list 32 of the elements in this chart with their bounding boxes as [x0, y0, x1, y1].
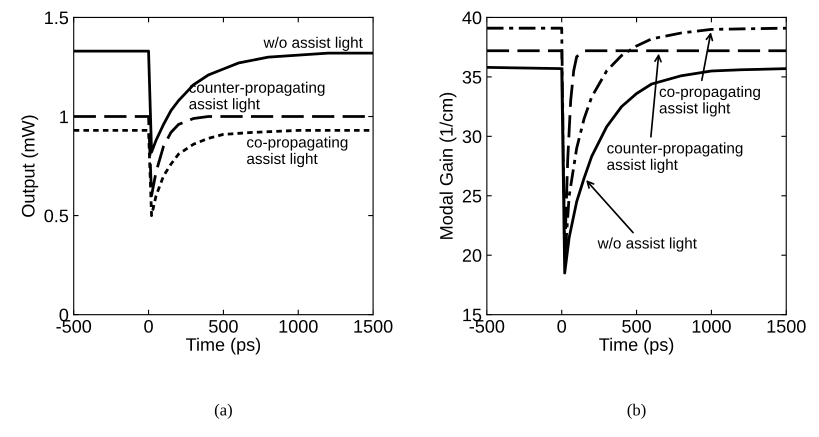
y-axis-title: Modal Gain (1/cm)	[440, 92, 456, 239]
annotation: co-propagating assist light	[660, 86, 760, 117]
annotation: counter-propagating assist light	[607, 142, 742, 173]
annotation: counter-propagating assist light	[189, 82, 324, 112]
y-tick-label: 25	[462, 190, 482, 202]
x-tick-label: 500	[209, 320, 238, 333]
x-tick-label: 1000	[280, 320, 318, 333]
x-tick-label: 1000	[692, 320, 731, 333]
y-axis-title: Output (mW)	[21, 116, 38, 217]
text: (b)	[628, 404, 646, 419]
x-tick-label: 1500	[354, 320, 392, 333]
x-axis-title: Time (ps)	[599, 338, 674, 355]
y-tick-label: 1	[60, 110, 68, 124]
y-tick-label: 0	[60, 308, 68, 322]
y-tick-label: 15	[463, 308, 482, 322]
x-tick-label: 500	[622, 320, 651, 333]
y-tick-label: 35	[462, 70, 482, 84]
x-tick-label: 0	[557, 320, 566, 333]
y-tick-label: 1.5	[45, 12, 68, 24]
x-axis-title: Time (ps)	[186, 338, 260, 355]
x-tick-label: -500	[56, 320, 92, 333]
annotation: w/o assist light	[598, 237, 697, 252]
y-tick-label: 30	[462, 130, 482, 144]
x-tick-label: -500	[470, 320, 504, 333]
y-tick-label: 20	[462, 249, 482, 262]
annotation: co-propagating assist light	[247, 136, 348, 168]
text: (a)	[214, 404, 232, 419]
annotation: w/o assist light	[264, 36, 363, 51]
y-tick-label: 40	[462, 11, 482, 24]
x-tick-label: 0	[144, 320, 153, 333]
x-tick-label: 1500	[768, 320, 806, 333]
y-tick-label: 0.5	[44, 210, 68, 222]
